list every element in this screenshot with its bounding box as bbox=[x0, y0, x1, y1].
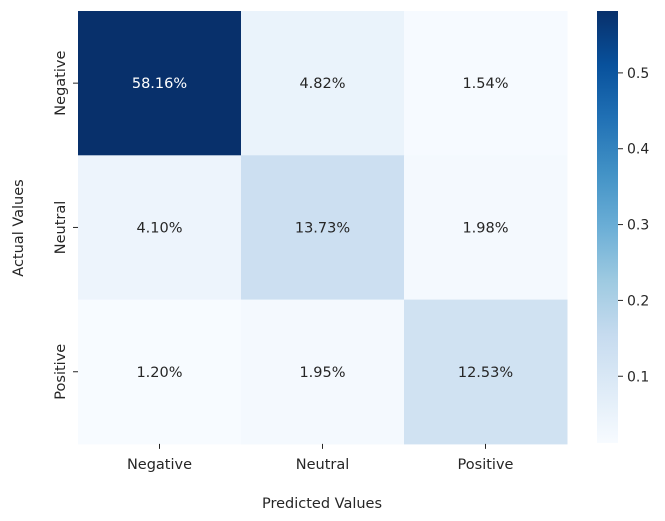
colorbar-ticks: 0.1 0.2 0.3 0.4 0.5 bbox=[618, 66, 649, 385]
colorbar-tick-label: 0.3 bbox=[627, 218, 649, 234]
heatmap-cell-positive-positive bbox=[404, 299, 568, 445]
heatmap-cell-labels: 58.16% 4.82% 1.54% 4.10% 13.73% 1.98% 1.20% 1.9… bbox=[132, 76, 513, 381]
heatmap-cell-neutral-negative bbox=[78, 155, 242, 301]
heatmap-cell-positive-neutral bbox=[241, 299, 405, 445]
cell-value-label: 58.16% bbox=[132, 76, 187, 92]
y-tick-label: Positive bbox=[53, 344, 69, 400]
y-axis-ticks: Negative Neutral Positive bbox=[53, 51, 78, 400]
heatmap-cell-negative-negative bbox=[78, 11, 242, 156]
x-tick-label: Negative bbox=[127, 457, 192, 473]
x-tick-label: Neutral bbox=[296, 457, 350, 473]
colorbar-tick-label: 0.5 bbox=[627, 66, 649, 82]
cell-value-label: 4.82% bbox=[299, 76, 345, 92]
y-tick-label: Neutral bbox=[53, 201, 69, 255]
colorbar-tick-label: 0.2 bbox=[627, 293, 649, 309]
heatmap-cell-negative-neutral bbox=[241, 11, 405, 156]
cell-value-label: 4.10% bbox=[136, 220, 182, 236]
y-axis-label: Actual Values bbox=[11, 179, 27, 276]
heatmap-cell-negative-positive bbox=[404, 11, 568, 156]
cell-value-label: 1.20% bbox=[136, 365, 182, 381]
heatmap-cell-positive-negative bbox=[78, 299, 242, 445]
colorbar-tick-label: 0.1 bbox=[627, 369, 649, 385]
colorbar bbox=[597, 11, 618, 443]
cell-value-label: 1.54% bbox=[462, 76, 508, 92]
x-tick-label: Positive bbox=[458, 457, 514, 473]
heatmap-cells bbox=[78, 11, 568, 445]
x-axis-ticks: Negative Neutral Positive bbox=[127, 443, 514, 473]
y-tick-label: Negative bbox=[53, 51, 69, 116]
cell-value-label: 12.53% bbox=[458, 365, 513, 381]
x-axis-label: Predicted Values bbox=[262, 496, 382, 512]
heatmap-cell-neutral-neutral bbox=[241, 155, 405, 301]
heatmap-cell-neutral-positive bbox=[404, 155, 568, 301]
cell-value-label: 13.73% bbox=[295, 220, 350, 236]
cell-value-label: 1.98% bbox=[462, 220, 508, 236]
colorbar-tick-label: 0.4 bbox=[627, 142, 649, 158]
cell-value-label: 1.95% bbox=[299, 365, 345, 381]
